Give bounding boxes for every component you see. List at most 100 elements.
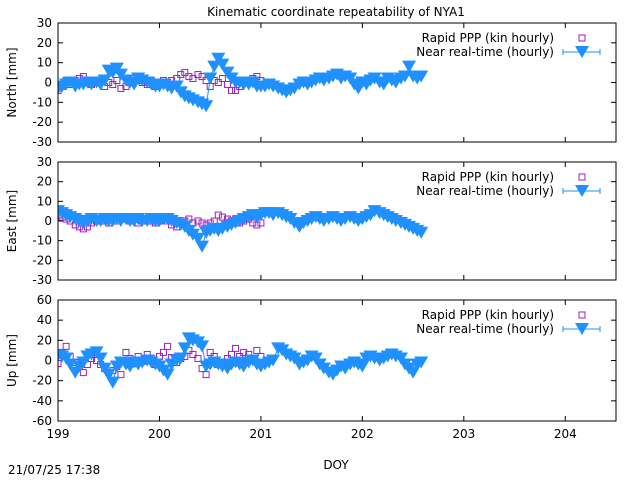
rapid-ppp-point bbox=[79, 369, 87, 377]
panel-3: -60 -40 -20 0 20 40 60 199 200 201 202 203 204 Up [mm… bbox=[5, 293, 617, 441]
rapid-ppp-point bbox=[189, 75, 197, 83]
near-real-time-point bbox=[414, 70, 429, 83]
plot-frame bbox=[57, 22, 617, 143]
rapid-ppp-point bbox=[160, 348, 168, 356]
rapid-ppp-point bbox=[164, 342, 172, 350]
near-real-time-point bbox=[93, 352, 108, 365]
near-real-time-point bbox=[414, 226, 429, 239]
near-real-time-point bbox=[191, 232, 206, 245]
y-tick-label: 40 bbox=[37, 313, 52, 327]
rapid-ppp-point bbox=[194, 354, 202, 362]
near-real-time-point bbox=[89, 346, 104, 359]
y-axis-label: North [mm] bbox=[5, 47, 19, 117]
legend-label-rapid: Rapid PPP (kin hourly) bbox=[422, 31, 554, 45]
near-real-time-point bbox=[199, 100, 214, 113]
y-tick-label: -10 bbox=[32, 95, 52, 109]
legend-label-nrt: Near real-time (hourly) bbox=[416, 322, 554, 336]
rapid-ppp-point bbox=[194, 71, 202, 79]
y-tick-label: -20 bbox=[32, 253, 52, 267]
rapid-ppp-point bbox=[240, 348, 248, 356]
y-tick-label: 0 bbox=[44, 354, 52, 368]
y-tick-label: 20 bbox=[37, 36, 52, 50]
legend-label-rapid: Rapid PPP (kin hourly) bbox=[422, 308, 554, 322]
rapid-ppp-point bbox=[218, 213, 226, 221]
rapid-ppp-point bbox=[185, 73, 193, 81]
x-tick-label: 200 bbox=[148, 427, 171, 441]
rapid-ppp-point bbox=[218, 75, 226, 83]
y-axis-label: Up [mm] bbox=[5, 334, 19, 387]
data-area bbox=[58, 332, 429, 389]
y-tick-label: 60 bbox=[37, 293, 52, 307]
rapid-ppp-point bbox=[109, 80, 117, 88]
rapid-ppp-point bbox=[113, 77, 121, 85]
near-real-time-point bbox=[414, 356, 429, 369]
near-real-time-point bbox=[59, 352, 74, 365]
rapid-ppp-point bbox=[232, 344, 240, 352]
y-tick-label: 10 bbox=[37, 194, 52, 208]
rapid-ppp-point bbox=[181, 69, 189, 77]
rapid-ppp-point bbox=[227, 86, 235, 94]
near-real-time-point bbox=[195, 240, 210, 253]
y-tick-label: 0 bbox=[44, 214, 52, 228]
panel-1: -30 -20 -10 0 10 20 30 North [mm] Rapid PPP (kin… bbox=[5, 16, 617, 149]
rapid-ppp-point bbox=[189, 350, 197, 358]
near-real-time-point bbox=[215, 58, 230, 71]
y-axis-label: East [mm] bbox=[5, 190, 19, 252]
near-real-time-point bbox=[308, 352, 323, 365]
x-tick-label: 199 bbox=[47, 427, 70, 441]
rapid-ppp-point bbox=[122, 348, 130, 356]
y-tick-label: 30 bbox=[37, 16, 52, 30]
near-real-time-point bbox=[393, 352, 408, 365]
y-tick-label: 30 bbox=[37, 155, 52, 169]
legend-label-nrt: Near real-time (hourly) bbox=[416, 45, 554, 59]
near-real-time-point bbox=[402, 60, 417, 73]
data-area bbox=[58, 205, 429, 253]
near-real-time-point bbox=[355, 360, 370, 373]
rapid-ppp-point bbox=[253, 346, 261, 354]
near-real-time-point bbox=[177, 342, 192, 355]
near-real-time-point bbox=[406, 366, 421, 379]
timestamp: 21/07/25 17:38 bbox=[8, 463, 100, 477]
near-real-time-point bbox=[97, 362, 112, 375]
near-real-time-point bbox=[105, 376, 120, 389]
panel-2: -30 -20 -10 0 10 20 30 East [mm] Rapid PPP (kin … bbox=[5, 155, 617, 287]
data-area bbox=[58, 52, 429, 113]
x-tick-label: 204 bbox=[554, 427, 577, 441]
rapid-ppp-point bbox=[198, 219, 206, 227]
plot-frame bbox=[57, 161, 617, 281]
y-tick-label: -40 bbox=[32, 394, 52, 408]
near-real-time-point bbox=[575, 185, 589, 197]
legend-label-nrt: Near real-time (hourly) bbox=[416, 184, 554, 198]
rapid-ppp-point bbox=[223, 80, 231, 88]
rapid-ppp-point bbox=[214, 79, 222, 86]
rapid-ppp-point bbox=[58, 360, 62, 368]
x-tick-label: 202 bbox=[351, 427, 374, 441]
y-tick-label: 20 bbox=[37, 333, 52, 347]
x-tick-label: 203 bbox=[452, 427, 475, 441]
near-real-time-point bbox=[575, 46, 589, 58]
y-tick-label: -30 bbox=[32, 135, 52, 149]
y-tick-label: 10 bbox=[37, 56, 52, 70]
near-real-time-point bbox=[97, 74, 112, 87]
y-tick-label: 0 bbox=[44, 76, 52, 90]
rapid-ppp-point bbox=[117, 84, 125, 92]
near-real-time-point bbox=[575, 323, 589, 335]
near-real-time-point bbox=[101, 368, 116, 381]
rapid-ppp-point bbox=[206, 348, 214, 356]
chart-title: Kinematic coordinate repeatability of NY… bbox=[207, 5, 465, 19]
legend-label-rapid: Rapid PPP (kin hourly) bbox=[422, 170, 554, 184]
y-tick-label: -20 bbox=[32, 115, 52, 129]
near-real-time-point bbox=[173, 352, 188, 365]
rapid-ppp-point bbox=[214, 211, 222, 219]
rapid-ppp-point bbox=[578, 311, 586, 319]
near-real-time-point bbox=[287, 352, 302, 365]
y-tick-label: -30 bbox=[32, 273, 52, 287]
near-real-time-point bbox=[160, 368, 175, 381]
y-tick-label: 20 bbox=[37, 175, 52, 189]
rapid-ppp-point bbox=[117, 371, 125, 379]
y-tick-label: -10 bbox=[32, 234, 52, 248]
near-real-time-point bbox=[195, 340, 210, 353]
near-real-time-point bbox=[203, 72, 218, 85]
